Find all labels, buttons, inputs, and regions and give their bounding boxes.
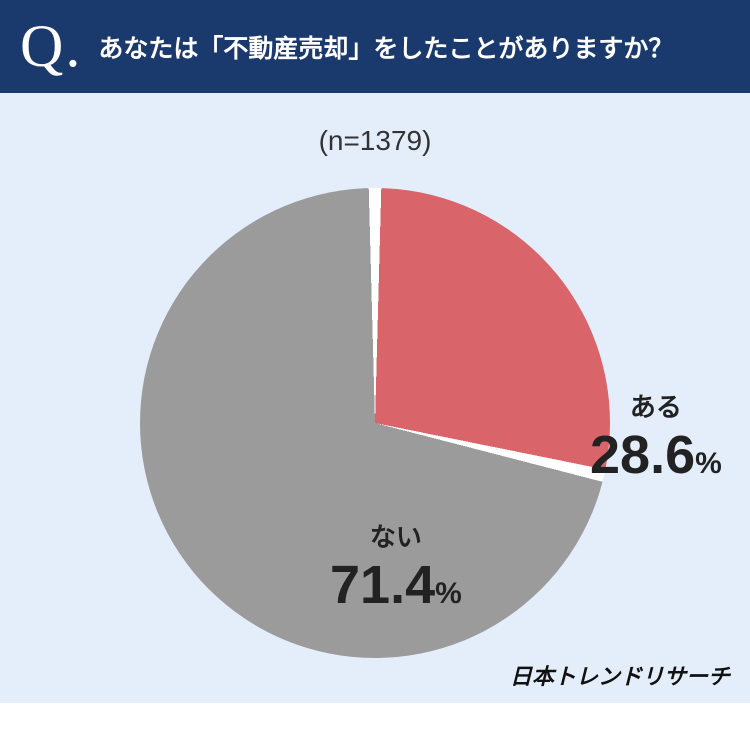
percent-suffix: % [435, 577, 462, 610]
slice-name-yes: ある [590, 393, 722, 422]
sample-size: (n=1379) [319, 125, 432, 157]
slice-name-no: ない [330, 523, 462, 552]
pie-container: ある 28.6% ない 71.4% [140, 188, 610, 658]
footer-credit: 日本トレンドリサーチ [510, 659, 730, 691]
chart-area: (n=1379) ある 28.6% ない 71.4% 日本トレンドリサーチ [0, 93, 750, 703]
question-header: Q. あなたは「不動産売却」をしたことがありますか？ [0, 0, 750, 93]
percent-suffix: % [695, 447, 722, 480]
slice-value-yes: 28.6 [590, 425, 695, 485]
q-glyph: Q [20, 12, 63, 81]
slice-label-no: ない 71.4% [330, 523, 462, 615]
q-icon: Q. [20, 12, 80, 81]
q-dot: . [65, 12, 80, 81]
question-text: あなたは「不動産売却」をしたことがありますか？ [98, 29, 673, 65]
slice-value-no: 71.4 [330, 555, 435, 615]
slice-label-yes: ある 28.6% [590, 393, 722, 485]
